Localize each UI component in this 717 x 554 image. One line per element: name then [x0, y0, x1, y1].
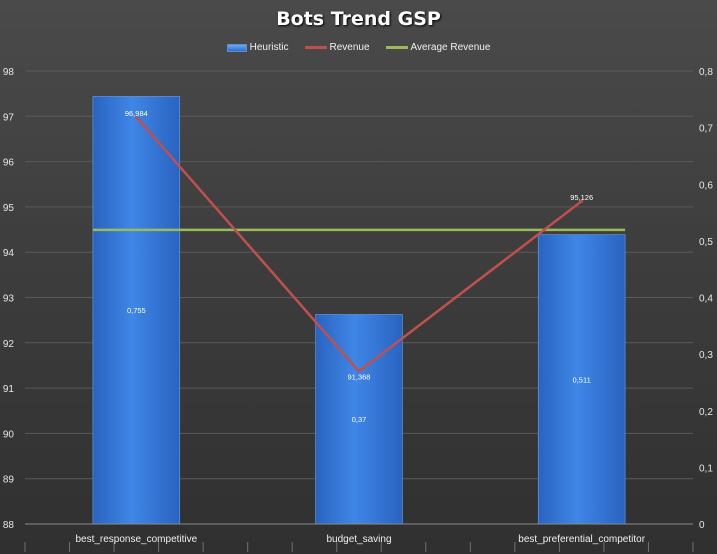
revenue-data-label: 96,984 [125, 109, 148, 118]
legend-item-average-revenue: Average Revenue [385, 42, 491, 53]
revenue-point [580, 199, 584, 203]
y-secondary-tick-label: 0,1 [699, 463, 713, 474]
legend-item-heuristic: Heuristic [226, 42, 289, 53]
legend-swatch-average-revenue [385, 46, 408, 49]
revenue-point [134, 115, 138, 119]
y-secondary-tick-label: 0,4 [699, 294, 713, 305]
y-primary-tick-label: 93 [3, 294, 15, 305]
legend-item-revenue: Revenue [304, 42, 370, 53]
y-primary-tick-label: 89 [3, 475, 15, 486]
y-primary-tick-label: 97 [3, 112, 15, 123]
bar-heuristic [537, 234, 626, 525]
y-primary-tick-label: 96 [3, 158, 15, 169]
y-secondary-tick-label: 0,5 [699, 237, 713, 248]
bar-data-label: 0,755 [127, 306, 146, 315]
y-secondary-tick-label: 0,2 [699, 407, 713, 418]
revenue-point [357, 369, 361, 373]
legend-label-revenue: Revenue [329, 42, 370, 53]
y-primary-tick-label: 92 [3, 339, 15, 350]
chart-title: Bots Trend GSP [276, 8, 441, 30]
revenue-data-label: 91,368 [348, 372, 371, 381]
y-secondary-tick-label: 0,7 [699, 124, 713, 135]
y-primary-tick-label: 94 [3, 248, 15, 259]
bar-data-label: 0,511 [573, 375, 591, 384]
x-category-label: best_preferential_competitor [518, 534, 645, 545]
legend-label-heuristic: Heuristic [249, 42, 289, 53]
y-secondary-tick-label: 0,6 [699, 180, 713, 191]
y-primary-tick-label: 98 [3, 67, 15, 78]
revenue-data-label: 95,126 [570, 193, 593, 202]
y-secondary-tick-label: 0,8 [699, 67, 713, 78]
y-primary-tick-label: 90 [3, 429, 15, 440]
legend-swatch-revenue [304, 46, 327, 49]
x-category-label: budget_saving [326, 534, 391, 545]
chart-legend: Heuristic Revenue Average Revenue [0, 42, 717, 53]
y-primary-tick-label: 91 [3, 384, 15, 395]
y-primary-tick-label: 88 [3, 520, 15, 531]
bar-heuristic [92, 96, 181, 525]
legend-label-average-revenue: Average Revenue [410, 42, 491, 53]
x-category-label: best_response_competitive [75, 534, 197, 545]
y-secondary-tick-label: 0,3 [699, 350, 713, 361]
y-primary-tick-label: 95 [3, 203, 15, 214]
y-secondary-tick-label: 0 [699, 520, 705, 531]
legend-swatch-heuristic [226, 43, 247, 52]
bar-data-label: 0,37 [352, 415, 367, 424]
